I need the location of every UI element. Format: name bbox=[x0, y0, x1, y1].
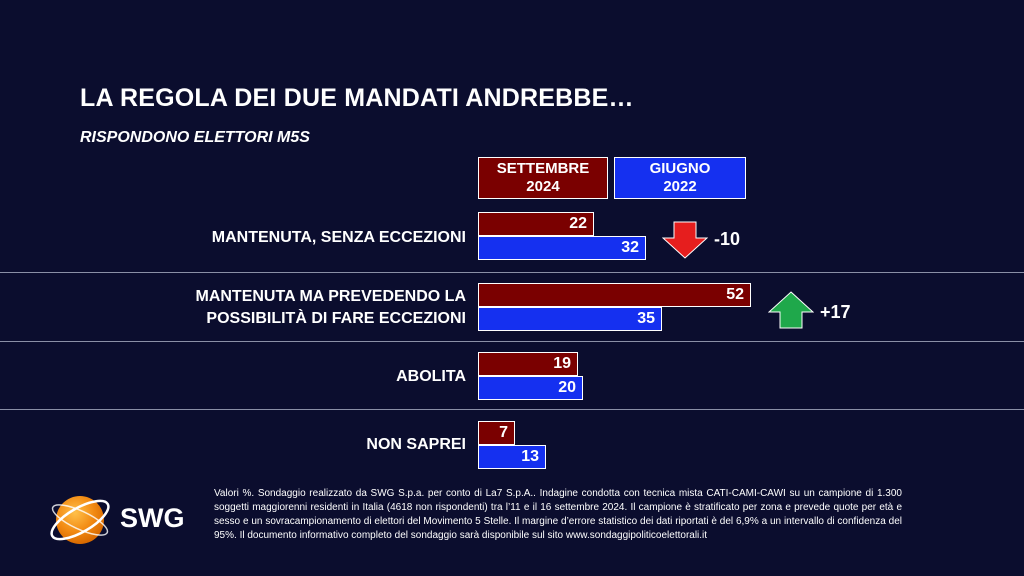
row-divider bbox=[0, 409, 1024, 410]
bar-value-label: 19 bbox=[553, 355, 571, 372]
bar-value-label: 13 bbox=[521, 448, 539, 465]
bar-value-label: 32 bbox=[621, 239, 639, 256]
brand-logo-text: SWG bbox=[120, 503, 185, 533]
bar-value-label: 7 bbox=[499, 424, 508, 441]
chart-subtitle: RISPONDONO ELETTORI M5S bbox=[80, 129, 310, 146]
bar-giugno-2022: 32 bbox=[478, 236, 646, 260]
down-arrow-icon bbox=[662, 221, 708, 259]
bar-giugno-2022: 35 bbox=[478, 307, 662, 331]
bar-value-label: 20 bbox=[558, 379, 576, 396]
bar-value-label: 52 bbox=[726, 286, 744, 303]
category-label: NON SAPREI bbox=[366, 436, 466, 453]
row-divider bbox=[0, 272, 1024, 273]
category-label: ABOLITA bbox=[396, 368, 466, 385]
category-label: MANTENUTA, SENZA ECCEZIONI bbox=[211, 229, 466, 246]
bar-value-label: 22 bbox=[569, 215, 587, 232]
legend-series-giugno-2022: GIUGNO 2022 bbox=[614, 157, 746, 199]
delta-value: +17 bbox=[820, 302, 851, 322]
bar-settembre-2024: 7 bbox=[478, 421, 515, 445]
chart-title: LA REGOLA DEI DUE MANDATI ANDREBBE… bbox=[80, 84, 634, 112]
category-label: MANTENUTA MA PREVEDENDO LA POSSIBILITÀ D… bbox=[195, 288, 466, 327]
bar-settembre-2024: 19 bbox=[478, 352, 578, 376]
methodology-footnote: Valori %. Sondaggio realizzato da SWG S.… bbox=[214, 488, 902, 541]
row-divider bbox=[0, 341, 1024, 342]
up-arrow-icon bbox=[768, 291, 814, 329]
bar-giugno-2022: 20 bbox=[478, 376, 583, 400]
bar-settembre-2024: 22 bbox=[478, 212, 594, 236]
delta-value: -10 bbox=[714, 229, 741, 249]
swg-logo-icon bbox=[50, 496, 110, 544]
bar-value-label: 35 bbox=[637, 310, 655, 327]
bar-giugno-2022: 13 bbox=[478, 445, 546, 469]
legend-series-settembre-2024: SETTEMBRE 2024 bbox=[478, 157, 608, 199]
bar-settembre-2024: 52 bbox=[478, 283, 751, 307]
